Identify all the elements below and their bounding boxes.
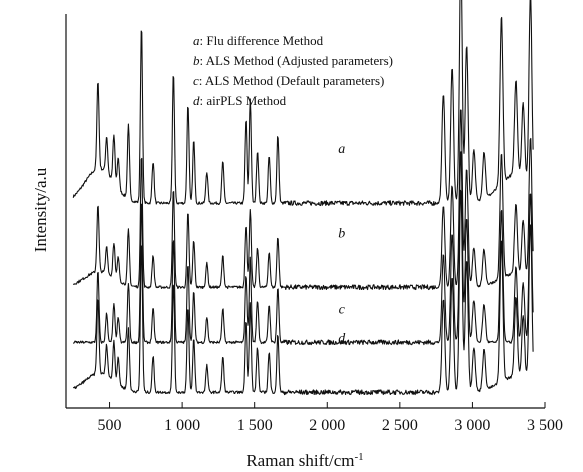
- curve-label-c: c: [339, 302, 346, 317]
- curve-label-a: a: [338, 142, 345, 157]
- curve-label-b: b: [338, 226, 345, 241]
- x-tick-label: 2 500: [382, 417, 418, 434]
- y-axis-label: Intensity/a.u: [31, 167, 50, 252]
- spectra: [72, 0, 534, 396]
- legend-entry-d: d: airPLS Method: [193, 93, 287, 108]
- x-tick-label: 2 000: [309, 417, 345, 434]
- legend-text: : Flu difference Method: [200, 33, 324, 48]
- curve-label-d: d: [338, 331, 346, 346]
- spectrum-b: [72, 109, 534, 291]
- curve-labels: a b cd: [338, 142, 346, 346]
- legend-entry-c: c: ALS Method (Default parameters): [193, 73, 384, 88]
- legend-letter: b: [193, 53, 200, 68]
- legend-entry-b: b: ALS Method (Adjusted parameters): [193, 53, 393, 68]
- x-tick-label: 500: [98, 417, 122, 434]
- spectrum-a: [72, 0, 534, 207]
- axes: 500 1 000 1 500 2 000 2 500 3 000 3 500: [65, 14, 563, 434]
- legend-letter: d: [193, 93, 200, 108]
- legend-letter: c: [193, 73, 199, 88]
- legend-text: : airPLS Method: [200, 93, 287, 108]
- legend-letter: a: [193, 33, 200, 48]
- x-tick-label: 3 500: [527, 417, 563, 434]
- spectrum-c: [72, 151, 534, 346]
- x-axis-label: Raman shift/cm-1: [246, 451, 363, 470]
- x-tick-label: 1 000: [164, 417, 200, 434]
- spectrum-d: [72, 189, 534, 396]
- x-tick-label: 3 000: [454, 417, 490, 434]
- legend-entry-a: a: Flu difference Method: [193, 33, 324, 48]
- legend-text: : ALS Method (Adjusted parameters): [200, 53, 394, 68]
- legend-text: : ALS Method (Default parameters): [199, 73, 385, 88]
- x-tick-label: 1 500: [237, 417, 273, 434]
